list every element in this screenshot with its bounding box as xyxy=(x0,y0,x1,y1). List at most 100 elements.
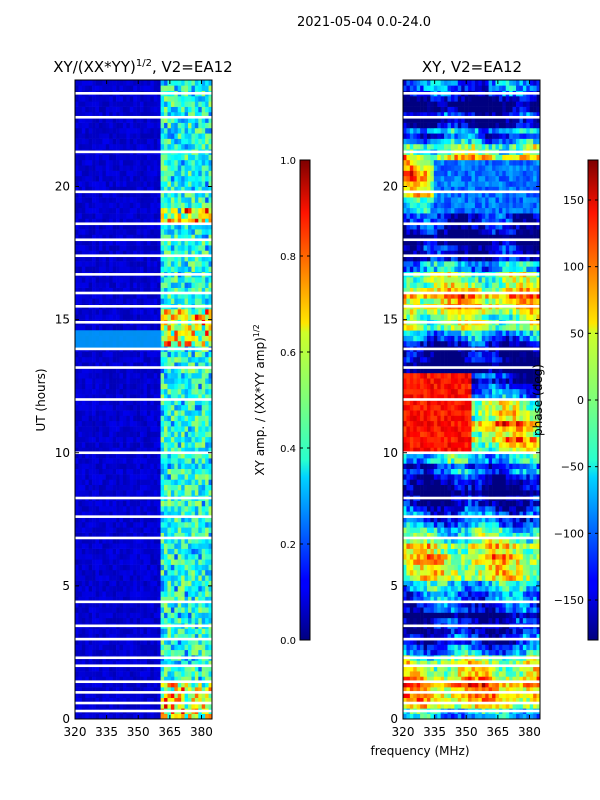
heatmap-cell xyxy=(174,218,179,225)
heatmap-band xyxy=(75,330,162,349)
heatmap-cell xyxy=(177,490,182,496)
heatmap-cell xyxy=(102,197,107,203)
heatmap-cell xyxy=(133,692,137,699)
heatmap-cell xyxy=(133,479,137,486)
heatmap-cell xyxy=(119,676,124,683)
heatmap-cell xyxy=(75,639,79,645)
heatmap-cell xyxy=(92,697,96,704)
heatmap-cell xyxy=(205,202,209,209)
heatmap-cell xyxy=(88,431,93,438)
heatmap-cell xyxy=(153,394,158,400)
heatmap-cell xyxy=(102,559,107,565)
heatmap-cell xyxy=(105,127,110,134)
heatmap-cell xyxy=(92,255,96,262)
heatmap-cell xyxy=(102,516,107,523)
heatmap-row xyxy=(75,85,213,91)
heatmap-cell xyxy=(157,186,161,193)
heatmap-cell xyxy=(119,617,124,624)
heatmap-cell xyxy=(167,447,172,454)
heatmap-cell xyxy=(105,468,110,475)
heatmap-cell xyxy=(167,671,172,677)
heatmap-cell xyxy=(129,106,134,113)
heatmap-cell xyxy=(116,399,120,406)
heatmap-cell xyxy=(122,410,127,416)
heatmap-row xyxy=(75,80,213,86)
heatmap-cell xyxy=(170,436,175,443)
heatmap-cell xyxy=(157,234,161,241)
heatmap-cell xyxy=(95,506,100,512)
heatmap-cell xyxy=(188,293,192,299)
heatmap-cell xyxy=(133,580,137,587)
heatmap-cell xyxy=(133,644,137,651)
heatmap-cell xyxy=(153,181,158,187)
heatmap-cell xyxy=(208,165,213,171)
y-tick-label: 5 xyxy=(62,579,70,593)
heatmap-cell xyxy=(109,490,113,496)
heatmap-cell xyxy=(153,628,158,635)
heatmap-cell xyxy=(157,170,161,177)
heatmap-cell xyxy=(133,356,137,363)
heatmap-cell xyxy=(150,575,155,581)
heatmap-cell xyxy=(150,458,155,464)
heatmap-cell xyxy=(205,527,209,533)
heatmap-cell xyxy=(184,649,189,656)
heatmap-cell xyxy=(205,601,209,608)
heatmap-cell xyxy=(112,596,117,603)
heatmap-cell xyxy=(205,218,209,225)
heatmap-cell xyxy=(136,410,141,416)
heatmap-cell xyxy=(78,266,83,273)
heatmap-cell xyxy=(181,207,185,214)
heatmap-cell xyxy=(170,410,175,416)
heatmap-cell xyxy=(160,282,165,288)
heatmap-cell xyxy=(208,511,213,517)
heatmap-cell xyxy=(201,213,206,219)
heatmap-cell xyxy=(184,511,189,517)
heatmap-cell xyxy=(92,367,96,374)
heatmap-cell xyxy=(109,314,113,320)
heatmap-cell xyxy=(112,484,117,491)
heatmap-cell xyxy=(81,474,86,480)
heatmap-cell xyxy=(170,117,175,123)
heatmap-cell xyxy=(78,202,83,209)
heatmap-cell xyxy=(157,202,161,209)
heatmap-cell xyxy=(92,293,96,299)
heatmap-cell xyxy=(75,644,79,651)
heatmap-cell xyxy=(129,436,134,443)
heatmap-cell xyxy=(92,106,96,113)
heatmap-cell xyxy=(153,175,158,182)
heatmap-cell xyxy=(129,644,134,651)
heatmap-cell xyxy=(105,154,110,161)
heatmap-cell xyxy=(167,234,172,241)
heatmap-cell xyxy=(157,644,161,651)
heatmap-cell xyxy=(88,426,93,432)
heatmap-cell xyxy=(181,122,185,129)
heatmap-cell xyxy=(150,80,155,86)
heatmap-cell xyxy=(140,692,144,699)
heatmap-cell xyxy=(116,474,120,480)
heatmap-cell xyxy=(143,553,148,560)
heatmap-cell xyxy=(181,298,185,304)
heatmap-cell xyxy=(92,537,96,544)
heatmap-cell xyxy=(164,426,168,432)
heatmap-cell xyxy=(122,218,127,225)
heatmap-cell xyxy=(102,404,107,411)
heatmap-cell xyxy=(143,537,148,544)
heatmap-cell xyxy=(174,308,179,315)
heatmap-cell xyxy=(201,607,206,613)
heatmap-cell xyxy=(116,607,120,613)
heatmap-cell xyxy=(102,612,107,619)
heatmap-cell xyxy=(95,436,100,443)
heatmap-cell xyxy=(177,703,182,709)
heatmap-cell xyxy=(105,324,110,331)
heatmap-cell xyxy=(136,543,141,549)
heatmap-cell xyxy=(129,404,134,411)
heatmap-cell xyxy=(191,500,196,507)
heatmap-cell xyxy=(102,250,107,257)
heatmap-cell xyxy=(102,165,107,171)
heatmap-cell xyxy=(133,532,137,539)
heatmap-cell xyxy=(98,367,103,374)
heatmap-cell xyxy=(105,703,110,709)
heatmap-cell xyxy=(160,681,165,688)
heatmap-cell xyxy=(112,266,117,273)
heatmap-cell xyxy=(167,218,172,225)
